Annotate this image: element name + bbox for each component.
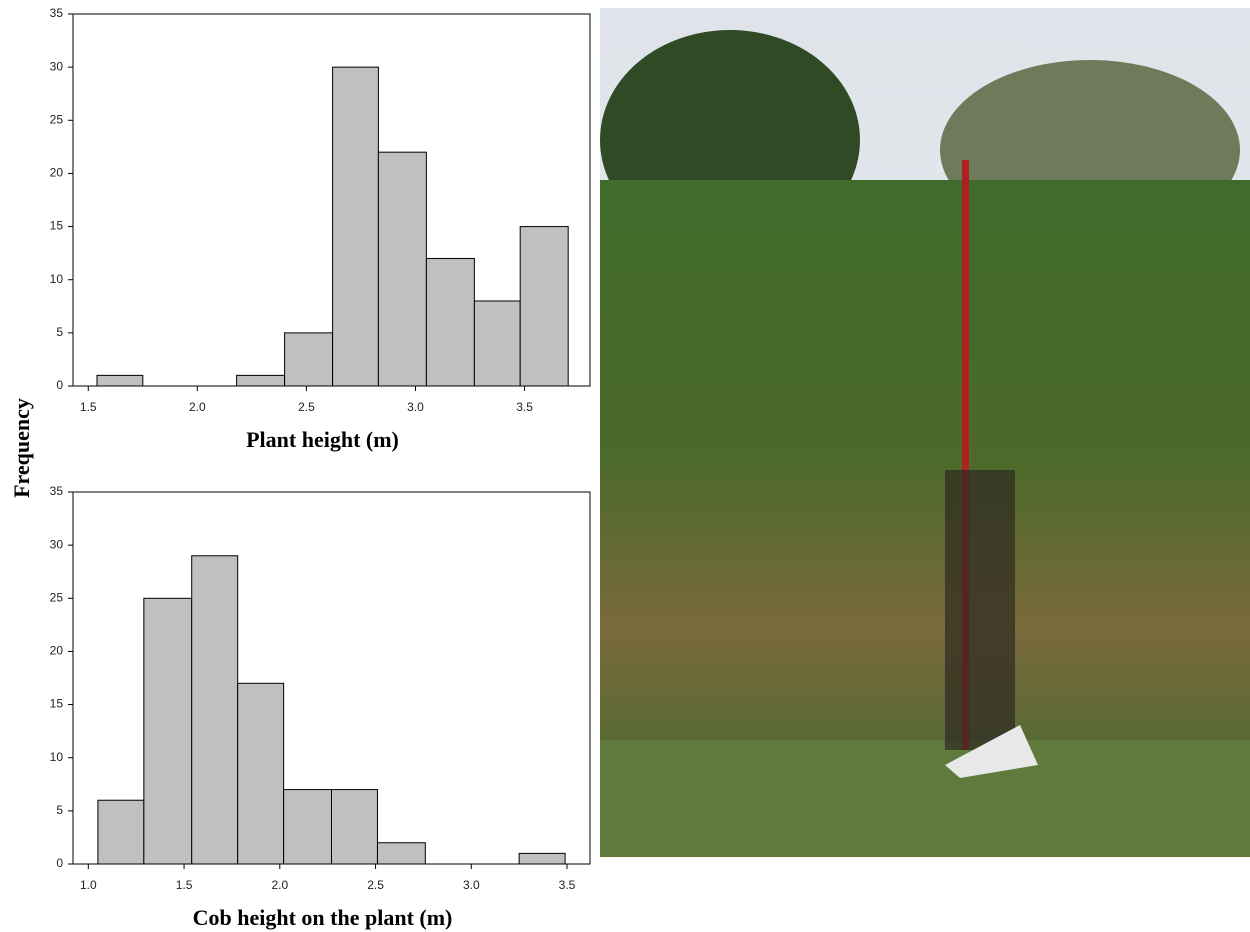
x-tick-label: 2.5: [298, 400, 315, 414]
y-tick-label: 5: [56, 803, 63, 817]
x-tick-label: 3.5: [516, 400, 533, 414]
y-tick-label: 20: [50, 644, 64, 658]
x-tick-label: 3.0: [407, 400, 424, 414]
bar: [518, 852, 566, 865]
bar: [425, 257, 475, 387]
bar: [97, 799, 145, 865]
bar: [284, 332, 334, 387]
bar: [236, 374, 286, 387]
x-tick-label: 2.0: [271, 878, 288, 892]
x-tick-label: 2.0: [189, 400, 206, 414]
x-axis-label: Cob height on the plant (m): [193, 905, 453, 930]
y-tick-label: 0: [56, 856, 63, 870]
x-tick-label: 1.5: [176, 878, 193, 892]
x-tick-label: 1.5: [80, 400, 97, 414]
y-tick-label: 15: [50, 219, 64, 233]
y-tick-label: 20: [50, 166, 64, 180]
y-tick-label: 15: [50, 697, 64, 711]
x-tick-label: 2.5: [367, 878, 384, 892]
x-tick-label: 3.5: [559, 878, 576, 892]
x-tick-label: 1.0: [80, 878, 97, 892]
plot-frame: [72, 13, 591, 387]
y-tick-label: 30: [50, 59, 64, 73]
y-tick-label: 25: [50, 112, 64, 126]
bar: [332, 66, 379, 387]
y-tick-label: 25: [50, 590, 64, 604]
bar: [237, 682, 285, 865]
bar: [96, 374, 144, 387]
bar: [283, 789, 333, 865]
bar: [376, 842, 426, 865]
photo: [600, 8, 1250, 857]
y-tick-label: 5: [56, 325, 63, 339]
bar: [377, 151, 427, 387]
plot-frame: [72, 491, 591, 865]
bar: [143, 597, 193, 865]
y-axis-label: Frequency: [9, 398, 34, 498]
y-tick-label: 35: [50, 484, 64, 498]
y-tick-label: 0: [56, 378, 63, 392]
y-tick-label: 30: [50, 537, 64, 551]
x-tick-label: 3.0: [463, 878, 480, 892]
bar: [331, 789, 378, 865]
bar: [191, 555, 239, 865]
y-tick-label: 35: [50, 6, 64, 20]
x-axis-label: Plant height (m): [246, 427, 399, 452]
bar: [473, 300, 521, 387]
y-tick-label: 10: [50, 750, 64, 764]
bar: [519, 226, 569, 387]
y-tick-label: 10: [50, 272, 64, 286]
